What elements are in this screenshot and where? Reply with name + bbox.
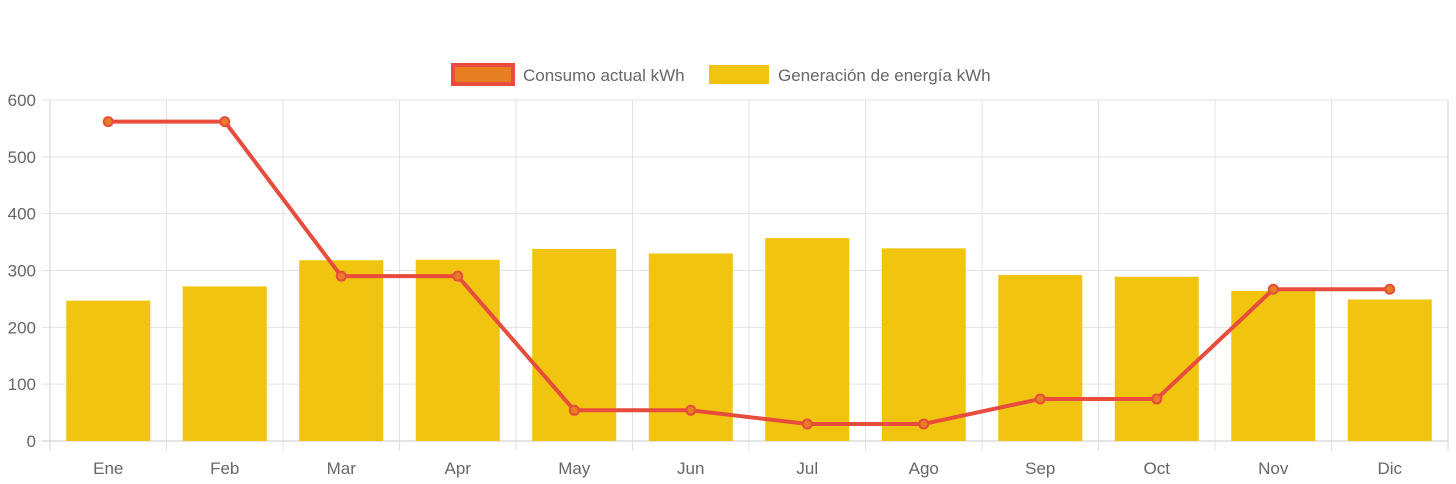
- bar-generacion[interactable]: [66, 300, 151, 441]
- point-consumo[interactable]: [452, 270, 464, 282]
- point-consumo[interactable]: [1151, 393, 1163, 405]
- point-consumo[interactable]: [1034, 393, 1046, 405]
- x-tick-label: Dic: [1377, 459, 1402, 478]
- bar-generacion[interactable]: [998, 275, 1083, 441]
- x-tick-label: Jun: [677, 459, 704, 478]
- bar-generacion[interactable]: [182, 286, 267, 441]
- point-consumo[interactable]: [1384, 283, 1396, 295]
- x-tick-label: Feb: [210, 459, 239, 478]
- grid: [42, 99, 1449, 451]
- x-axis: Ene Feb Mar Apr May Jun Jul Ago Sep Oct Nov Dic: [93, 459, 1402, 478]
- bar-generacion[interactable]: [415, 259, 500, 441]
- x-tick-label: Apr: [445, 459, 472, 478]
- x-tick-label: May: [558, 459, 591, 478]
- y-axis: 0 100 200 300 400 500 600: [8, 91, 36, 451]
- legend: Consumo actual kWh Generación de energía…: [451, 63, 991, 86]
- bar-generacion[interactable]: [1114, 276, 1199, 441]
- legend-label-consumo: Consumo actual kWh: [523, 66, 685, 85]
- point-consumo[interactable]: [918, 418, 930, 430]
- x-tick-label: Jul: [796, 459, 818, 478]
- x-tick-label: Ago: [909, 459, 939, 478]
- x-tick-label: Ene: [93, 459, 123, 478]
- legend-label-generacion: Generación de energía kWh: [778, 66, 991, 85]
- bar-series-generacion: [66, 238, 1432, 441]
- y-tick-label: 400: [8, 205, 36, 224]
- y-tick-label: 300: [8, 262, 36, 281]
- legend-swatch-consumo[interactable]: [451, 63, 515, 86]
- legend-swatch-generacion[interactable]: [709, 65, 769, 84]
- point-consumo[interactable]: [219, 116, 231, 128]
- y-tick-label: 500: [8, 148, 36, 167]
- bar-generacion[interactable]: [1347, 299, 1432, 441]
- x-tick-label: Mar: [327, 459, 357, 478]
- line-consumo: [108, 119, 1390, 426]
- bar-generacion[interactable]: [1231, 290, 1316, 441]
- y-tick-label: 0: [27, 432, 36, 451]
- bar-generacion[interactable]: [765, 238, 850, 441]
- line-series-consumo: [102, 116, 1396, 430]
- bar-generacion[interactable]: [881, 248, 966, 441]
- point-consumo[interactable]: [568, 404, 580, 416]
- point-consumo[interactable]: [1267, 283, 1279, 295]
- x-tick-label: Sep: [1025, 459, 1055, 478]
- point-consumo[interactable]: [801, 418, 813, 430]
- bar-generacion[interactable]: [299, 260, 384, 441]
- y-tick-label: 200: [8, 318, 36, 337]
- y-tick-label: 600: [8, 91, 36, 110]
- y-tick-label: 100: [8, 375, 36, 394]
- point-consumo[interactable]: [335, 270, 347, 282]
- x-tick-label: Nov: [1258, 459, 1289, 478]
- point-consumo[interactable]: [102, 116, 114, 128]
- x-tick-label: Oct: [1144, 459, 1171, 478]
- point-consumo[interactable]: [685, 404, 697, 416]
